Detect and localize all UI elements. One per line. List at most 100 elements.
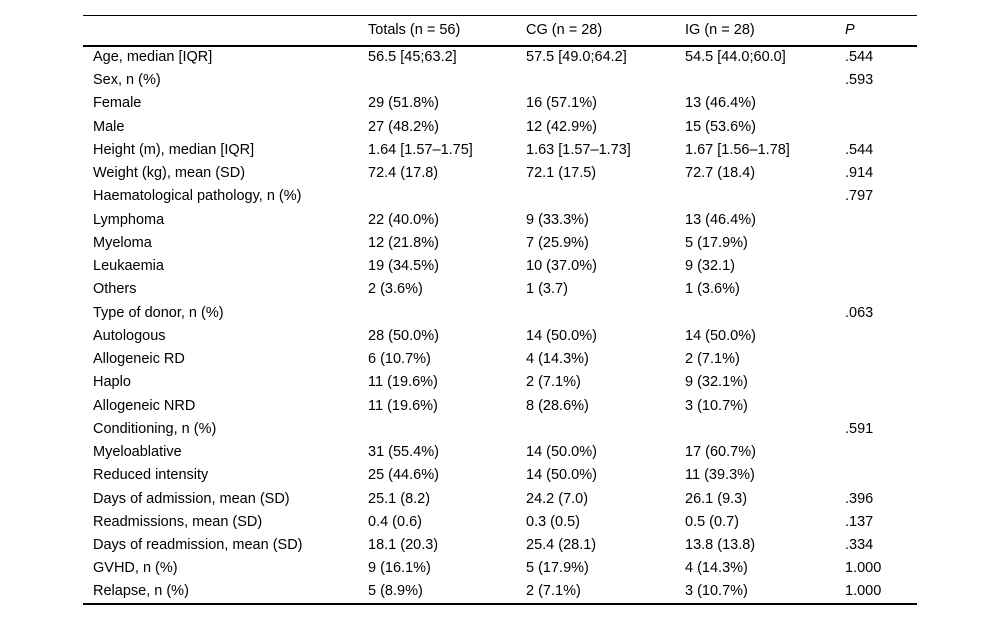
- cell-p: .914: [845, 165, 874, 182]
- cell-totals: [368, 69, 526, 92]
- cell-cg: 16 (57.1%): [526, 95, 597, 112]
- cell-ig: 54.5 [44.0;60.0]: [685, 49, 786, 66]
- cell-ig: [685, 185, 845, 208]
- cell-ig: 11 (39.3%): [685, 467, 755, 484]
- cell-p: .137: [845, 513, 874, 530]
- table-row: GVHD, n (%) 9 (16.1%) 5 (17.9%) 4 (14.3%) 1.…: [83, 557, 917, 580]
- table-row: Age, median [IQR] 56.5 [45;63.2] 57.5 [49.…: [83, 46, 917, 69]
- table-row: Allogeneic NRD 11 (19.6%) 8 (28.6%) 3 (10.7…: [83, 394, 917, 417]
- cell-totals: 12 (21.8%): [368, 234, 439, 251]
- cell-p: .593: [845, 72, 874, 89]
- cell-cg: 72.1 (17.5): [526, 165, 597, 182]
- col-header-cg: CG (n = 28): [526, 15, 685, 47]
- cell-p: [845, 348, 917, 371]
- cell-ig: 13 (46.4%): [685, 211, 756, 228]
- cell-p: .396: [845, 490, 874, 507]
- table-row: Sex, n (%) .593: [83, 69, 917, 92]
- cell-ig: [685, 418, 845, 441]
- cell-cg: 14 (50.0%): [526, 444, 597, 461]
- cell-cg: 9 (33.3%): [526, 211, 589, 228]
- row-label: Myeloablative: [93, 444, 182, 461]
- cell-totals: 11 (19.6%): [368, 397, 438, 414]
- row-label: Days of admission, mean (SD): [93, 490, 290, 507]
- row-label: Allogeneic NRD: [93, 397, 196, 414]
- cell-cg: [526, 69, 685, 92]
- table-row: Conditioning, n (%) .591: [83, 418, 917, 441]
- table-row: Days of readmission, mean (SD) 18.1 (20.3…: [83, 534, 917, 557]
- cell-p: .797: [845, 188, 874, 205]
- row-label: Days of readmission, mean (SD): [93, 537, 303, 554]
- cell-ig: 1 (3.6%): [685, 281, 740, 298]
- cell-totals: 0.4 (0.6): [368, 513, 422, 530]
- cell-p: [845, 325, 917, 348]
- row-label: Conditioning, n (%): [93, 420, 217, 437]
- table-row: Relapse, n (%) 5 (8.9%) 2 (7.1%) 3 (10.7%) 1…: [83, 580, 917, 603]
- cell-cg: 8 (28.6%): [526, 397, 589, 414]
- table-row: Reduced intensity 25 (44.6%) 14 (50.0%) 11 …: [83, 464, 917, 487]
- row-label: Relapse, n (%): [93, 583, 189, 600]
- cell-cg: 10 (37.0%): [526, 258, 597, 275]
- cell-cg: 14 (50.0%): [526, 327, 597, 344]
- cell-cg: 2 (7.1%): [526, 583, 581, 600]
- cell-ig: 13 (46.4%): [685, 95, 756, 112]
- cell-p: [845, 394, 917, 417]
- cell-cg: [526, 185, 685, 208]
- cell-p: [845, 92, 917, 115]
- cell-ig: 1.67 [1.56–1.78]: [685, 141, 790, 158]
- row-label: Weight (kg), mean (SD): [93, 165, 246, 182]
- header-row: Totals (n = 56) CG (n = 28) IG (n = 28) P: [83, 15, 917, 47]
- cell-cg: 24.2 (7.0): [526, 490, 589, 507]
- cell-p: .544: [845, 49, 874, 66]
- cell-p: [845, 371, 917, 394]
- cell-p: .591: [845, 420, 874, 437]
- cell-p: [845, 464, 917, 487]
- cell-totals: 31 (55.4%): [368, 444, 439, 461]
- table-row: Days of admission, mean (SD) 25.1 (8.2) 24…: [83, 487, 917, 510]
- cell-totals: 18.1 (20.3): [368, 537, 439, 554]
- cell-ig: 13.8 (13.8): [685, 537, 756, 554]
- cell-totals: 19 (34.5%): [368, 258, 439, 275]
- row-label: Autologous: [93, 327, 166, 344]
- cell-p: 1.000: [845, 560, 882, 577]
- row-label: Age, median [IQR]: [93, 49, 213, 66]
- cell-totals: 25 (44.6%): [368, 467, 439, 484]
- table-row: Haplo 11 (19.6%) 2 (7.1%) 9 (32.1%): [83, 371, 917, 394]
- cell-totals: [368, 301, 526, 324]
- cell-totals: 5 (8.9%): [368, 583, 423, 600]
- table-row: Haematological pathology, n (%) .797: [83, 185, 917, 208]
- row-label: Allogeneic RD: [93, 351, 185, 368]
- cell-ig: 26.1 (9.3): [685, 490, 748, 507]
- row-label: Haplo: [93, 374, 131, 391]
- cell-p: [845, 255, 917, 278]
- cell-ig: 9 (32.1): [685, 258, 735, 275]
- cell-cg: 5 (17.9%): [526, 560, 589, 577]
- row-label: Type of donor, n (%): [93, 304, 224, 321]
- row-label: Readmissions, mean (SD): [93, 513, 263, 530]
- row-label: Male: [93, 118, 125, 135]
- cell-totals: 72.4 (17.8): [368, 165, 439, 182]
- col-header-p: P: [845, 15, 917, 47]
- cell-p: 1.000: [845, 583, 882, 600]
- col-header-totals: Totals (n = 56): [368, 15, 526, 47]
- row-label: Lymphoma: [93, 211, 165, 228]
- cell-ig: 14 (50.0%): [685, 327, 756, 344]
- row-label: Reduced intensity: [93, 467, 209, 484]
- cell-ig: 15 (53.6%): [685, 118, 756, 135]
- col-header-ig: IG (n = 28): [685, 15, 845, 47]
- cell-totals: 27 (48.2%): [368, 118, 439, 135]
- cell-totals: 29 (51.8%): [368, 95, 439, 112]
- cell-totals: 22 (40.0%): [368, 211, 439, 228]
- cell-cg: [526, 418, 685, 441]
- cell-cg: 7 (25.9%): [526, 234, 589, 251]
- cell-totals: 2 (3.6%): [368, 281, 423, 298]
- cell-ig: [685, 301, 845, 324]
- cell-ig: 72.7 (18.4): [685, 165, 756, 182]
- cell-cg: 14 (50.0%): [526, 467, 597, 484]
- col-header-variable: [83, 15, 368, 47]
- cell-ig: 17 (60.7%): [685, 444, 756, 461]
- table-row: Type of donor, n (%) .063: [83, 301, 917, 324]
- row-label: Height (m), median [IQR]: [93, 141, 255, 158]
- cell-p: .544: [845, 141, 874, 158]
- cell-ig: [685, 69, 845, 92]
- cell-totals: 28 (50.0%): [368, 327, 439, 344]
